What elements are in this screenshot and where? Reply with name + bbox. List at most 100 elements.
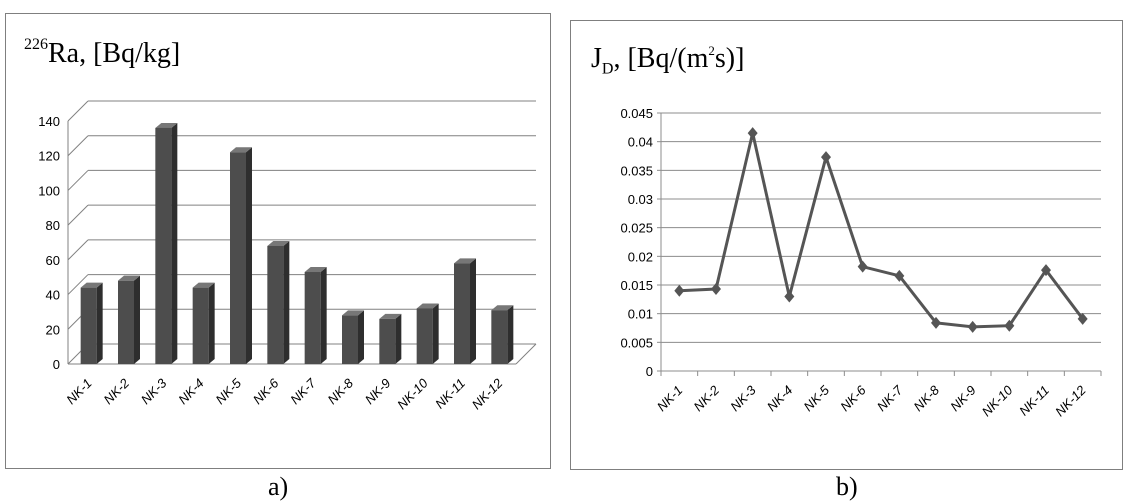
y-tick-label: 0	[53, 357, 60, 372]
series-line	[679, 132, 1084, 329]
x-tick-label: NK-2	[691, 382, 723, 414]
gridline-side	[67, 170, 89, 191]
data-point	[747, 127, 758, 140]
bar-top	[267, 240, 290, 246]
x-tick-label: NK-11	[432, 376, 468, 412]
chart-b-title: JD, [Bq/(m2s)]	[591, 43, 744, 79]
x-tick-label: NK-8	[911, 382, 943, 414]
data-point	[711, 283, 721, 296]
bar-top	[155, 122, 178, 128]
chart-b-title-sub: D	[601, 60, 614, 78]
gridline-side	[67, 204, 89, 226]
x-tick-label: NK-10	[394, 375, 431, 412]
gridline-side	[67, 100, 89, 122]
bar-top	[304, 267, 327, 273]
y-tick-label: 0.03	[628, 192, 653, 207]
bar	[192, 287, 209, 364]
x-tick-label: NK-2	[101, 375, 133, 407]
bar-side	[320, 267, 327, 364]
bar	[416, 308, 433, 364]
bar-side	[283, 240, 290, 364]
x-tick-label: NK-7	[287, 375, 319, 407]
bar-side	[507, 305, 514, 364]
y-tick-label: 60	[46, 253, 60, 268]
y-tick-label: 100	[38, 183, 60, 198]
bar-top	[342, 310, 364, 316]
chart-b-title-rest-b: s)]	[714, 43, 745, 74]
bar-top	[80, 282, 103, 288]
gridline-side	[67, 239, 89, 261]
y-tick-label: 120	[38, 149, 60, 164]
floor-right-edge	[515, 343, 537, 365]
x-tick-label: NK-10	[979, 382, 1016, 419]
bar-top	[192, 282, 215, 288]
chart-b-title-sup: 2	[708, 43, 715, 58]
bar	[491, 310, 508, 364]
bar-side	[470, 258, 476, 364]
bar-side	[134, 275, 140, 364]
bar-top	[454, 258, 476, 264]
x-tick-label: NK-5	[801, 382, 833, 414]
x-tick-label: NK-12	[469, 375, 506, 412]
data-point	[784, 290, 795, 303]
x-tick-label: NK-4	[764, 383, 796, 415]
bar	[118, 280, 134, 364]
y-tick-label: 0.045	[620, 106, 653, 121]
caption-a: a)	[268, 472, 289, 501]
y-tick-label: 0.04	[628, 135, 653, 150]
y-tick-label: 0.025	[620, 221, 653, 236]
bar-top	[230, 147, 252, 153]
x-tick-label: NK-9	[362, 376, 394, 408]
x-tick-label: NK-1	[654, 383, 686, 415]
jd-line-chart: 0 0.005 0.01 0.015 0.02 0.025 0.03 0.035 0.04 0.0…	[620, 106, 1102, 419]
data-point	[967, 320, 978, 333]
ra226-chart-panel: 226Ra, [Bq/kg] 0 20 40 60 80 100 120 140 NK-1 NK-…	[5, 13, 551, 469]
chart-a-title: 226Ra, [Bq/kg]	[24, 36, 180, 70]
bar	[230, 152, 246, 364]
x-tick-label: NK-1	[63, 376, 95, 408]
y-tick-label: 0.035	[620, 163, 653, 178]
y-tick-label: 0.01	[628, 307, 653, 322]
x-tick-label: NK-12	[1052, 382, 1089, 419]
x-tick-label: NK-11	[1016, 383, 1052, 419]
data-point	[931, 316, 941, 329]
chart-b-title-main: J	[591, 43, 602, 74]
x-tick-label: NK-5	[213, 375, 245, 407]
y-tick-label: 0.015	[620, 278, 653, 293]
x-tick-label: NK-3	[727, 382, 759, 414]
bar-top	[491, 305, 514, 311]
bar-top	[118, 275, 140, 281]
bar	[80, 287, 97, 364]
bar-side	[246, 147, 252, 364]
bar-side	[208, 282, 215, 364]
y-tick-label: 0.02	[628, 249, 653, 264]
bar-side	[432, 303, 439, 364]
jd-chart-panel: JD, [Bq/(m2s)] 0 0.005 0.01 0.015 0.02 0.025 0…	[570, 20, 1123, 470]
bar	[454, 263, 470, 364]
y-tick-label: 80	[46, 218, 60, 233]
bar-top	[416, 303, 439, 309]
x-tick-label: NK-4	[175, 376, 207, 408]
bar	[304, 272, 321, 364]
gridline-side	[67, 274, 89, 295]
data-point	[894, 269, 905, 282]
x-tick-label: NK-6	[837, 382, 869, 414]
data-point	[1041, 264, 1051, 277]
caption-b: b)	[836, 472, 858, 501]
y-tick-label: 0.005	[620, 335, 653, 350]
x-tick-label: NK-3	[138, 375, 170, 407]
bar-top	[379, 313, 402, 319]
bar	[342, 315, 358, 364]
data-point	[821, 151, 831, 164]
data-point	[674, 284, 685, 297]
data-point	[1004, 319, 1015, 332]
y-tick-label: 140	[38, 114, 60, 129]
bar	[267, 245, 284, 364]
gridline-side	[67, 135, 89, 157]
bar-side	[171, 122, 178, 364]
y-tick-label: 40	[46, 288, 60, 303]
bar-side	[395, 313, 402, 364]
y-tick-label: 0	[646, 364, 653, 379]
x-tick-label: NK-9	[947, 383, 979, 415]
